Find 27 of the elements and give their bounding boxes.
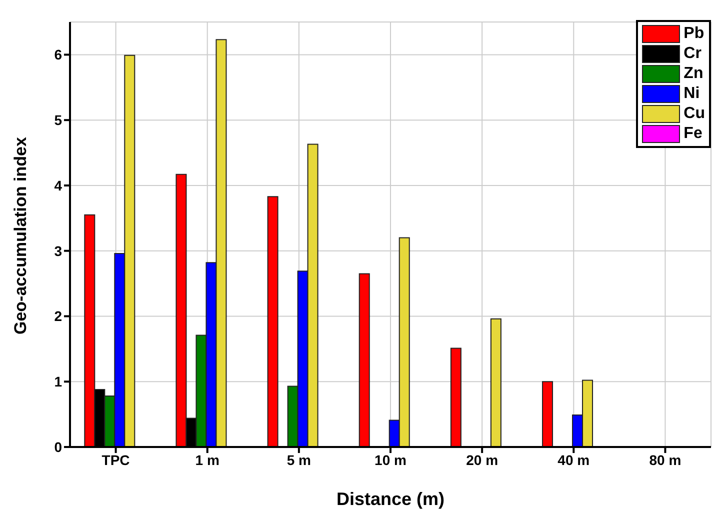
bar — [490, 318, 502, 447]
x-tick-label: 5 m — [286, 452, 311, 468]
x-tick-label: TPC — [102, 452, 130, 468]
bar — [267, 196, 278, 447]
y-axis-title: Geo-accumulation index — [11, 136, 30, 334]
legend-label: Ni — [684, 84, 700, 104]
y-tick-label: 4 — [54, 177, 62, 194]
legend-label: Zn — [684, 64, 704, 84]
y-tick-label: 1 — [54, 374, 62, 390]
x-axis-title: Distance (m) — [336, 489, 445, 509]
legend-label: Cr — [684, 44, 702, 64]
y-tick-label: 6 — [54, 46, 62, 63]
legend-label: Fe — [684, 124, 702, 144]
x-tick-label: 10 m — [374, 452, 406, 468]
x-tick-label: 80 m — [649, 452, 682, 468]
y-tick-label: 3 — [54, 242, 62, 259]
bar — [542, 381, 554, 447]
bar — [450, 348, 462, 447]
legend-label: Cu — [684, 104, 705, 124]
y-tick-label: 2 — [54, 308, 62, 324]
x-tick-label: 20 m — [466, 452, 498, 468]
bar — [358, 273, 370, 447]
y-tick-label: 0 — [54, 438, 62, 455]
legend-label: Pb — [684, 24, 704, 44]
x-tick-label: 40 m — [558, 452, 590, 468]
y-tick-label: 5 — [54, 112, 62, 128]
x-tick-label: 1 m — [195, 452, 220, 468]
